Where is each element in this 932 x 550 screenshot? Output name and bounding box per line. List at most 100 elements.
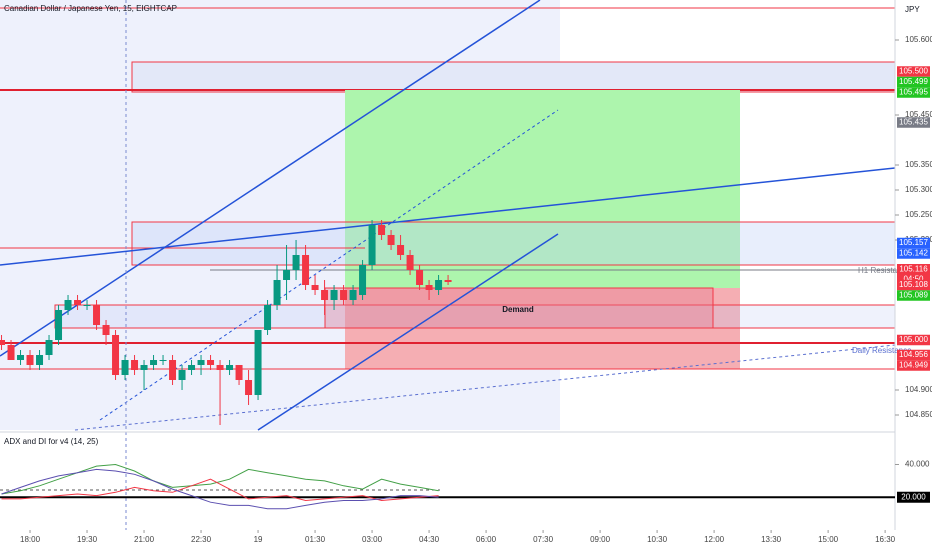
ind-tick-label: 20.000 — [901, 492, 926, 501]
price-badge-label: 105.089 — [899, 291, 928, 300]
x-tick-label: 22:30 — [191, 535, 212, 544]
candle-body — [26, 355, 34, 365]
candle-body — [112, 335, 120, 375]
trend-line — [257, 233, 559, 431]
daily-line — [74, 344, 896, 431]
price-badge-label: 105.157 — [899, 238, 928, 247]
mid-line — [99, 109, 559, 421]
x-tick-label: 18:00 — [20, 535, 41, 544]
price-badge-label: 105.142 — [899, 249, 928, 258]
candle-body — [17, 355, 25, 360]
candle-body — [311, 285, 319, 290]
price-badge-label: 104.949 — [899, 361, 928, 370]
x-tick-label: 10:30 — [647, 535, 668, 544]
candle-body — [150, 360, 158, 365]
annotation: H1 Resistance — [858, 266, 911, 275]
annotation: Daily Resistance — [852, 346, 912, 355]
y-tick-label: 104.850 — [905, 410, 932, 419]
candle-body — [292, 255, 300, 270]
price-badge — [897, 76, 930, 88]
ind-tick-label: 40.000 — [905, 460, 930, 469]
price-badge-label: 105.495 — [899, 88, 928, 97]
zone — [131, 221, 896, 266]
price-badge-label: 105.500 — [899, 67, 928, 76]
price-badge — [897, 117, 930, 128]
x-tick-label: 21:00 — [134, 535, 155, 544]
candle-body — [425, 285, 433, 290]
candle-body — [273, 280, 281, 305]
price-badge — [897, 360, 930, 371]
candle-body — [226, 365, 234, 370]
candle-body — [169, 360, 177, 380]
candle-body — [435, 280, 443, 290]
candle-body — [36, 355, 44, 365]
y-tick-label: 105.350 — [905, 160, 932, 169]
candle-body — [83, 305, 91, 306]
candle-body — [254, 330, 262, 395]
chart-title: Canadian Dollar / Japanese Yen, 15, EIGH… — [4, 4, 177, 13]
x-tick-label: 19:30 — [77, 535, 98, 544]
candle-body — [416, 270, 424, 285]
price-badge — [897, 334, 930, 346]
x-tick-label: 03:00 — [362, 535, 383, 544]
candle-body — [121, 360, 129, 375]
price-badge — [897, 349, 930, 361]
price-badge-label: 105.116 — [899, 264, 928, 273]
price-badge — [897, 290, 930, 301]
currency: JPY — [905, 5, 920, 14]
candle-body — [159, 360, 167, 361]
candle-body — [349, 290, 357, 300]
candle-body — [245, 380, 253, 395]
x-tick-label: 06:00 — [476, 535, 497, 544]
x-tick-label: 01:30 — [305, 535, 326, 544]
candle-body — [131, 360, 139, 370]
price-badge — [897, 279, 930, 291]
trend-line — [0, 167, 896, 266]
countdown: 04:50 — [903, 275, 924, 284]
candle-body — [188, 365, 196, 370]
candle-body — [406, 255, 414, 270]
candle-body — [7, 345, 15, 360]
annotation: Demand — [502, 305, 534, 314]
candle-body — [378, 225, 386, 235]
candle-body — [55, 310, 63, 340]
ind-line — [1, 468, 439, 510]
y-tick-label: 105.300 — [905, 185, 932, 194]
y-tick-label: 105.450 — [905, 110, 932, 119]
candle-body — [340, 290, 348, 300]
ind-line — [1, 463, 439, 495]
candle-body — [45, 340, 53, 355]
candle-body — [283, 270, 291, 280]
candle-body — [178, 370, 186, 380]
x-tick-label: 16:30 — [875, 535, 896, 544]
trend-line — [0, 0, 541, 357]
price-badge-label: 105.108 — [899, 280, 928, 289]
candle-body — [397, 245, 405, 255]
price-badge-label: 104.956 — [899, 350, 928, 359]
candle-body — [216, 365, 224, 370]
candle-body — [93, 305, 101, 325]
candle-body — [140, 365, 148, 370]
zone — [131, 61, 896, 93]
x-tick-label: 04:30 — [419, 535, 440, 544]
ind-line — [1, 478, 439, 502]
y-tick-label: 105.600 — [905, 35, 932, 44]
indicator-title: ADX and DI for v4 (14, 25) — [4, 437, 99, 446]
candle-body — [264, 305, 272, 330]
x-tick-label: 15:00 — [818, 535, 839, 544]
ind-badge — [897, 491, 930, 503]
candle-body — [359, 265, 367, 295]
price-badge-label: 105.000 — [899, 335, 928, 344]
x-tick-label: 07:30 — [533, 535, 554, 544]
candle-body — [102, 325, 110, 335]
y-tick-label: 105.250 — [905, 210, 932, 219]
candle-body — [64, 300, 72, 310]
x-tick-label: 19 — [254, 535, 263, 544]
candle-body — [0, 340, 6, 345]
candle-body — [197, 360, 205, 365]
price-badge — [897, 248, 930, 259]
x-tick-label: 09:00 — [590, 535, 611, 544]
candle-body — [368, 225, 376, 265]
y-tick-label: 104.900 — [905, 385, 932, 394]
